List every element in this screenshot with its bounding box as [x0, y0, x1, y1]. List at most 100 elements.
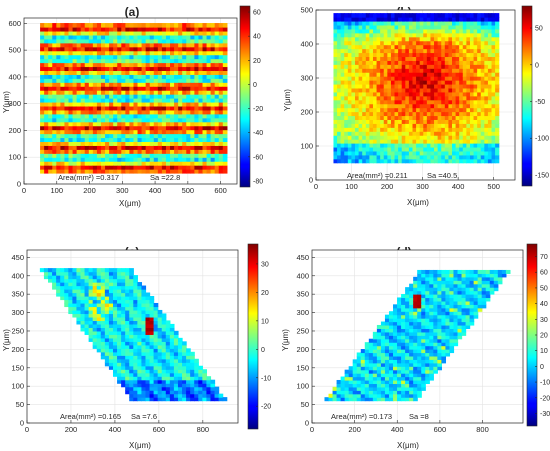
surface-cell [40, 133, 45, 139]
surface-cell [112, 369, 118, 374]
surface-cell [129, 129, 135, 135]
surface-cell [372, 139, 378, 144]
surface-cell [376, 87, 381, 93]
surface-cell [40, 141, 45, 146]
surface-cell [419, 87, 424, 93]
surface-cell [80, 165, 86, 170]
surface-cell [358, 139, 363, 144]
surface-cell [344, 20, 349, 26]
surface-cell [182, 157, 187, 162]
surface-cell [405, 335, 410, 340]
colorbar-tick-label: 10 [261, 318, 269, 325]
surface-cell [455, 91, 460, 97]
surface-cell [455, 146, 460, 152]
surface-cell [174, 153, 179, 158]
surface-cell [347, 107, 353, 113]
surface-cell [491, 83, 496, 89]
surface-cell [133, 334, 138, 339]
surface-cell [372, 48, 378, 54]
surface-cell [459, 56, 464, 61]
surface-cell [355, 32, 360, 38]
surface-cell [448, 91, 453, 97]
surface-cell [437, 80, 442, 85]
surface-cell [141, 145, 147, 150]
surface-cell [441, 56, 446, 61]
surface-cell [351, 64, 356, 69]
surface-cell [48, 78, 53, 83]
surface-cell [109, 137, 114, 143]
surface-cell [368, 376, 374, 381]
surface-cell [360, 359, 366, 364]
surface-cell [351, 123, 356, 128]
surface-cell [202, 379, 208, 384]
surface-cell [76, 145, 82, 150]
surface-cell [384, 369, 390, 374]
surface-cell [405, 331, 410, 336]
surface-cell [186, 54, 191, 60]
surface-cell [441, 146, 446, 152]
surface-cell [473, 87, 478, 93]
surface-cell [380, 376, 386, 381]
surface-cell [161, 323, 167, 328]
surface-cell [88, 98, 94, 103]
surface-cell [44, 137, 49, 143]
surface-cell [80, 125, 86, 131]
surface-cell [40, 30, 45, 36]
surface-cell [408, 44, 414, 50]
surface-cell [202, 121, 208, 127]
surface-cell [92, 327, 98, 332]
surface-cell [121, 50, 126, 56]
surface-cell [194, 98, 200, 103]
surface-cell [448, 95, 453, 101]
surface-cell [96, 327, 102, 332]
surface-cell [92, 341, 98, 346]
surface-cell [145, 38, 151, 44]
surface-cell [92, 275, 98, 280]
surface-cell [210, 149, 216, 154]
surface-cell [133, 390, 138, 395]
surface-cell [40, 98, 45, 103]
surface-cell [372, 355, 378, 360]
surface-cell [390, 72, 396, 77]
surface-cell [358, 127, 363, 132]
surface-cell [48, 145, 53, 150]
surface-cell [178, 30, 183, 36]
surface-cell [358, 13, 363, 18]
surface-cell [394, 91, 399, 97]
surface-cell [388, 331, 394, 336]
surface-cell [469, 99, 475, 105]
surface-cell [141, 320, 147, 325]
surface-cell [491, 154, 496, 160]
surface-cell [157, 348, 163, 353]
surface-cell [206, 42, 212, 48]
surface-cell [218, 145, 224, 150]
surface-cell [44, 78, 49, 83]
surface-cell [105, 23, 110, 28]
surface-cell [133, 372, 138, 377]
surface-cell [145, 149, 151, 154]
surface-cell [170, 54, 175, 60]
surface-cell [390, 127, 396, 132]
surface-cell [72, 113, 78, 119]
surface-cell [416, 158, 421, 164]
surface-cell [480, 135, 485, 140]
surface-cell [68, 62, 74, 68]
surface-cell [178, 105, 183, 111]
surface-cell [56, 125, 61, 131]
surface-cell [153, 390, 159, 395]
surface-cell [153, 34, 159, 40]
surface-cell [480, 60, 485, 65]
surface-cell [198, 30, 204, 36]
surface-cell [426, 36, 432, 42]
surface-cell [68, 74, 74, 79]
surface-cell [96, 109, 102, 115]
surface-cell [491, 91, 496, 97]
surface-cell [398, 28, 403, 34]
surface-cell [218, 70, 224, 75]
surface-cell [401, 311, 406, 316]
surface-cell [170, 70, 175, 75]
surface-cell [444, 24, 450, 30]
surface-cell [455, 52, 460, 58]
surface-cell [84, 90, 90, 95]
